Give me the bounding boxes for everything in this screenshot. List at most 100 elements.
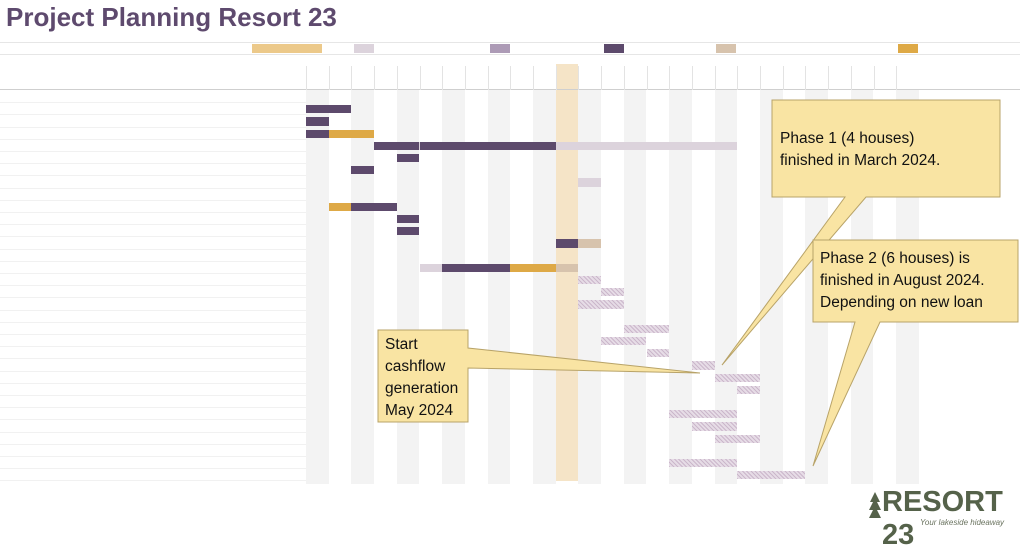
gantt-bar-actual [487,263,511,272]
period-highlight-column [555,64,579,481]
table-row-line [0,468,306,470]
gantt-bar-actual [533,263,556,272]
gantt-bar-plan [669,459,738,468]
table-row-line [0,456,306,457]
gantt-bar-plan [374,141,738,150]
tree-icon [869,492,881,518]
table-row-line [0,273,306,274]
period-divider [306,66,307,90]
gantt-bar-actual [396,215,420,224]
table-row-line [0,236,306,238]
table-row-line [0,260,306,262]
gantt-bar-plan [351,202,397,211]
phase2-callout-text: Phase 2 (6 houses) is finished in August… [820,250,985,311]
legend-swatch [604,44,624,53]
table-row-line [0,370,306,372]
timeline-stripe [306,90,329,485]
gantt-bar-plan [646,349,670,358]
table-row-line [0,309,306,311]
table-row-line [0,407,306,409]
table-row-line [0,163,306,165]
gantt-bar-actual [328,129,352,138]
header-divider [0,42,1020,43]
period-divider [442,66,444,90]
period-highlight-label [252,44,322,53]
period-divider [828,66,830,90]
gantt-bar-actual [533,141,556,150]
period-divider [850,66,852,90]
gantt-bar-plan [714,373,760,382]
gantt-bar-actual [419,141,443,150]
gantt-bar-actual [555,263,579,272]
table-row-line [0,297,306,299]
table-row-line [0,199,306,201]
period-divider [669,66,671,90]
table-row-line [0,480,306,482]
table-row-line [0,114,306,116]
gantt-bar-actual [351,166,375,175]
gantt-bar-plan [601,337,647,346]
gantt-bar-actual [555,239,579,248]
gantt-bar-actual [510,141,533,150]
table-row-line [0,151,306,152]
table-row-line [0,102,306,104]
gantt-bar-actual [442,263,465,272]
gantt-bar-plan [601,288,624,297]
gantt-bar-actual [464,141,488,150]
table-row-line [0,187,306,189]
gantt-bar-plan [691,361,715,370]
gantt-bar-actual [487,141,511,150]
gantt-bar-actual [328,202,352,211]
header-divider [0,54,1020,55]
period-divider [760,66,761,90]
period-divider [737,66,739,90]
gantt-bar-plan [737,471,806,480]
gantt-bar-actual [578,239,602,248]
gantt-bar-actual [442,141,465,150]
gantt-bar-plan [737,385,760,394]
table-row-line [0,126,306,128]
timeline-stripe [351,90,375,485]
gantt-bar-actual [306,129,329,138]
table-row-line [0,175,306,177]
period-divider [351,66,353,90]
period-divider [873,66,875,90]
gantt-bar-actual [306,105,329,114]
table-row-line [0,346,306,348]
resort-logo: RESORT 23 Your lakeside hideaway [868,486,1018,551]
table-row-line [0,395,306,396]
table-row-line [0,443,306,445]
cashflow-callout-text: Start cashflow generation May 2024 [385,336,459,419]
legend-swatch [898,44,918,53]
period-divider [623,66,625,90]
gantt-bar-actual [374,141,397,150]
table-row-line [0,419,306,421]
gantt-bar-actual [374,202,397,211]
logo-text: RESORT 23 [882,486,1003,551]
period-divider [782,66,784,90]
logo-tagline: Your lakeside hideaway [920,518,1005,527]
period-divider [805,66,807,90]
gantt-bar-plan [669,410,738,419]
gantt-bar-actual [396,154,420,163]
table-row-line [0,138,306,140]
gantt-bar-plan [578,276,602,285]
gantt-bar-actual [578,178,602,187]
table-row-line [0,358,306,360]
table-row-line [0,321,306,323]
period-divider [691,66,693,90]
table-row-line [0,431,306,433]
gantt-bar-actual [396,227,420,236]
period-divider [419,66,421,90]
gantt-bar-actual [351,129,375,138]
gantt-bar-actual [464,263,488,272]
phase1-callout-text: Phase 1 (4 houses) finished in March 202… [780,130,941,169]
gantt-bar-plan [714,434,760,443]
period-divider [374,66,376,90]
gantt-bar-actual [306,117,329,126]
legend-swatch [354,44,374,53]
gantt-bar-plan [578,300,624,309]
gantt-bar-actual [510,263,533,272]
period-divider [533,66,534,90]
period-divider [555,66,557,90]
